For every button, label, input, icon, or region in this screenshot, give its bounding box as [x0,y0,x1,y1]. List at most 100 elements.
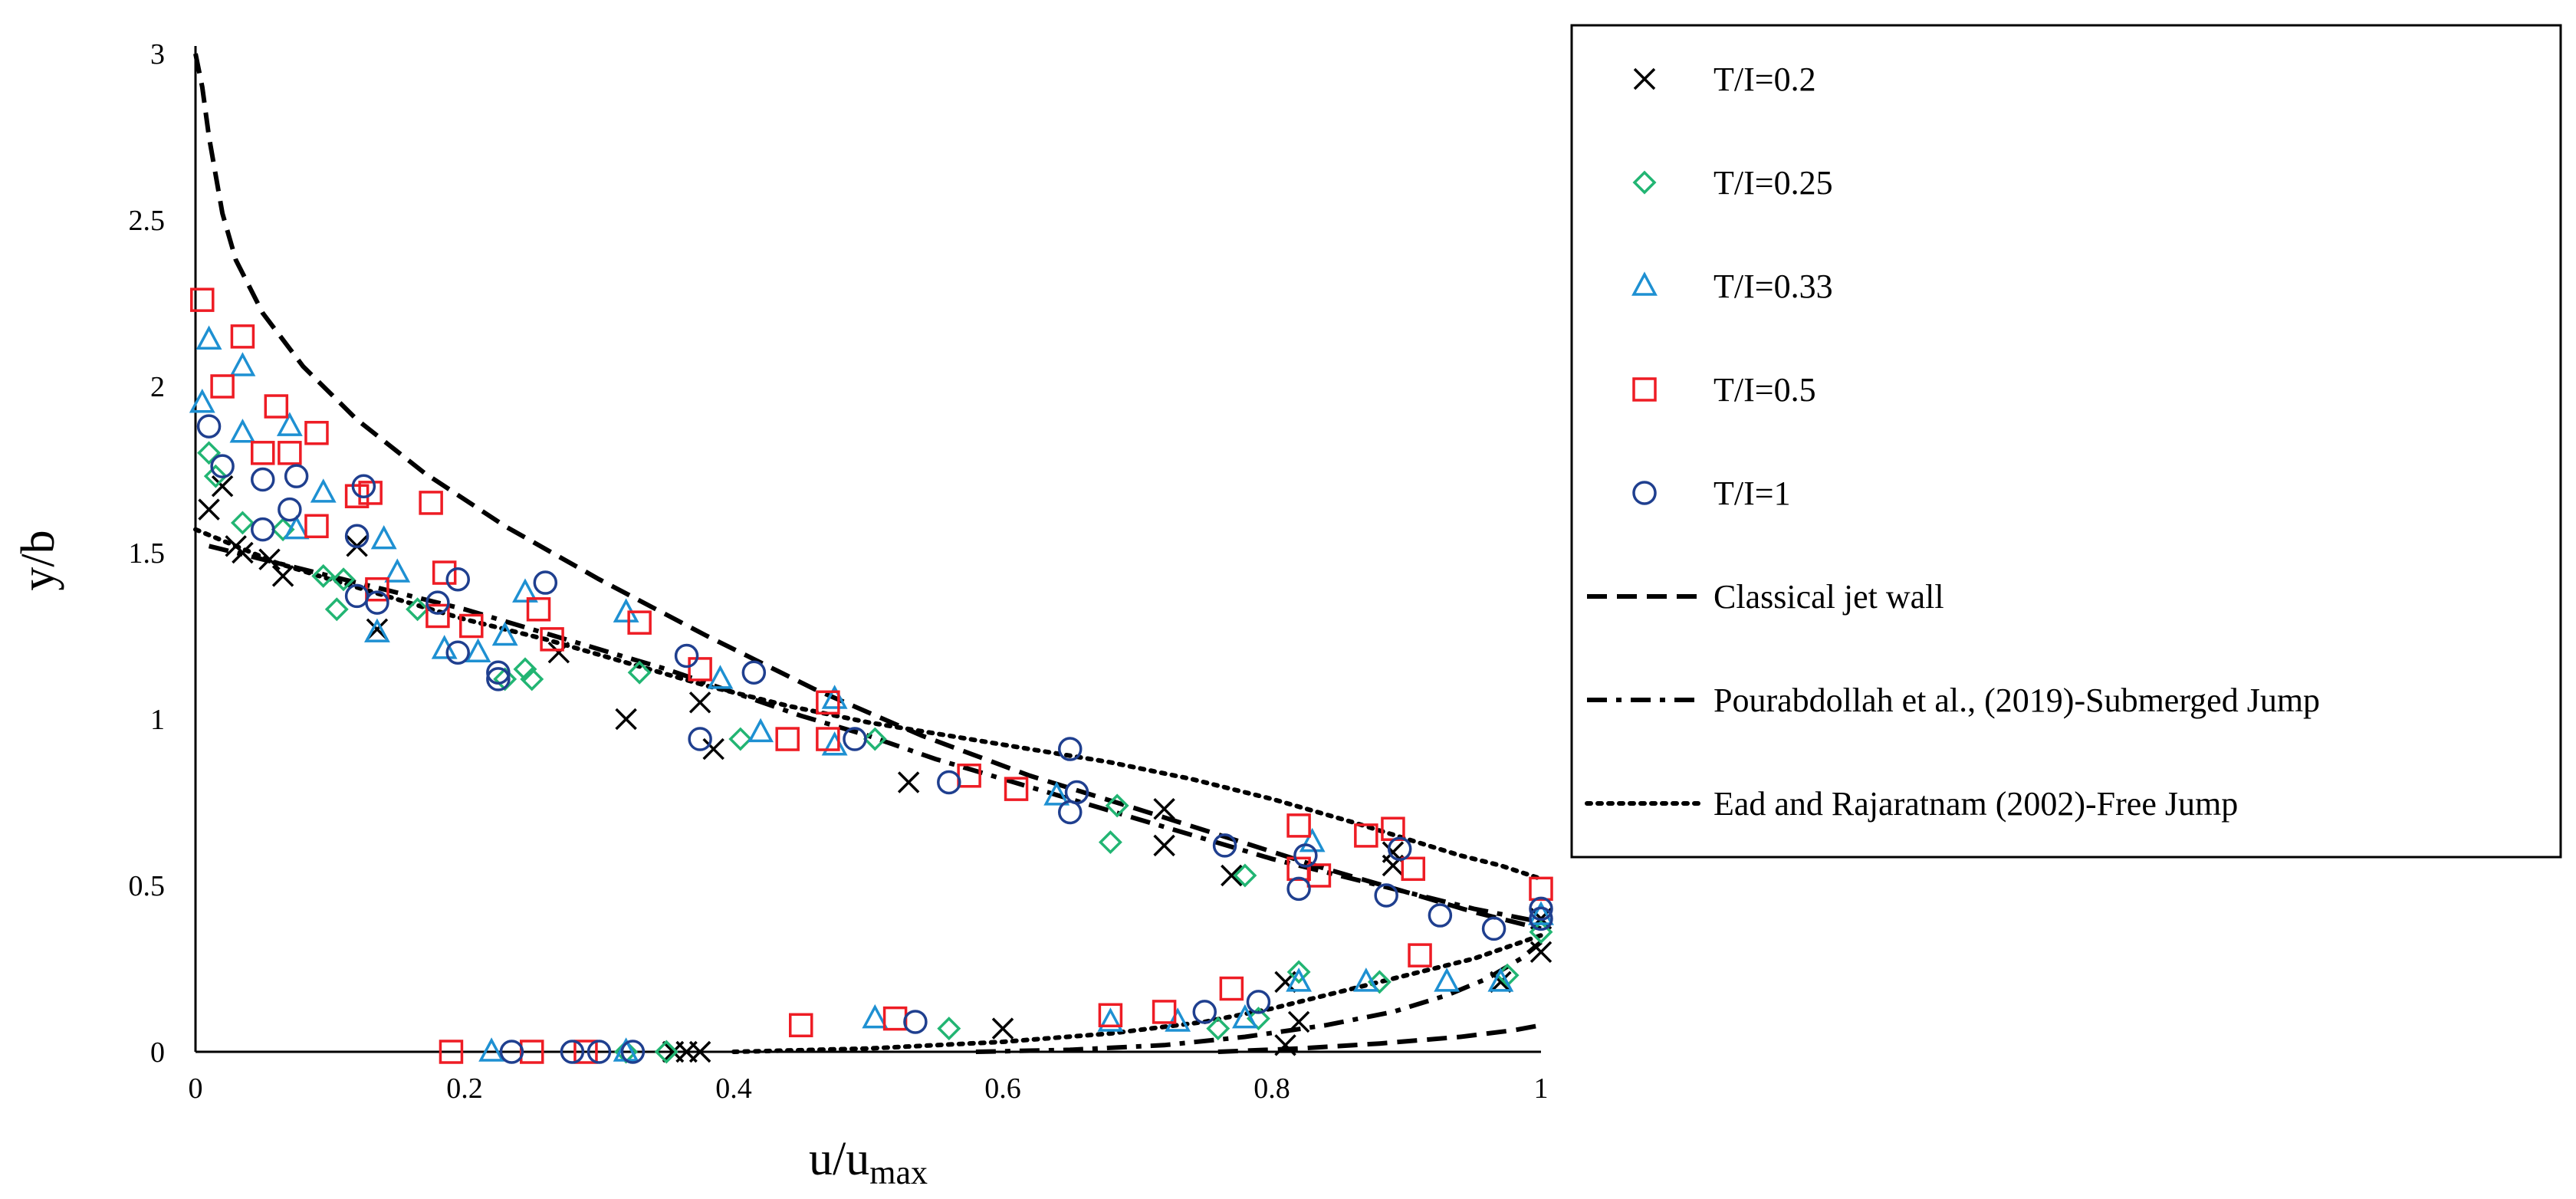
data-point-diamond [324,597,349,622]
data-point-x [1153,834,1175,857]
data-point-x [1274,1034,1296,1056]
data-point-diamond [1206,1017,1230,1041]
y-tick-label: 0 [150,1036,165,1069]
data-point-square [627,610,652,635]
data-point-square [264,394,289,419]
legend-item: T/I=0.2 [1633,61,1816,98]
data-point-circle [1058,737,1083,761]
legend-label: Pourabdollah et al., (2019)-Submerged Ju… [1714,682,2320,719]
data-point-circle [1286,876,1311,902]
data-point-square [540,627,564,652]
data-point-triangle [465,638,491,662]
data-point-circle [586,1040,612,1064]
data-point-square [210,374,235,399]
data-point-circle [1192,1000,1217,1024]
data-point-x [198,498,220,521]
data-point-diamond [654,1040,678,1064]
x-axis-title: u/umax [809,1133,928,1191]
curves-layer [193,53,1543,1054]
data-point-circle [365,590,389,615]
data-point-triangle [1299,827,1326,852]
data-point-x [232,541,254,564]
legend-symbol-triangle [1631,271,1658,296]
data-point-circle [560,1040,585,1064]
data-point-triangle [512,578,538,603]
legend-label: T/I=0.5 [1714,371,1816,409]
data-point-square [816,690,840,715]
data-point-triangle [821,731,848,756]
data-point-circle [843,727,867,751]
data-point-square [432,560,457,585]
data-point-square [1098,1003,1123,1028]
data-point-circle [486,667,511,691]
data-point-square [439,1040,464,1064]
data-point-square [789,1013,813,1038]
data-point-triangle [1165,1007,1191,1032]
x-axis-title-sub: max [869,1154,928,1191]
data-point-triangle [1487,967,1514,992]
series-circle [196,414,1553,1064]
legend-label: Ead and Rajaratnam (2002)-Free Jump [1714,785,2238,823]
data-point-triangle [491,621,518,646]
curve-dashed-upper [193,53,1542,931]
data-point-circle [533,570,558,595]
data-point-circle [445,640,470,665]
data-point-circle [284,464,309,488]
curve-dashdot-lower [975,940,1543,1054]
data-point-circle [251,467,275,492]
data-point-triangle [1352,967,1379,992]
data-point-diamond [1246,1007,1270,1031]
data-point-circle [351,474,376,498]
data-point-square [1004,777,1029,801]
data-point-circle [1481,916,1506,941]
data-point-diamond [1098,830,1122,855]
data-point-x [1153,797,1175,820]
data-point-x [1490,971,1512,994]
data-point-circle [1529,906,1553,931]
data-point-triangle [1528,901,1554,925]
data-point-diamond [1286,960,1311,984]
data-point-triangle [310,478,337,503]
legend-item: T/I=0.5 [1632,371,1816,409]
data-point-circle [674,643,699,668]
data-point-circle [1212,833,1237,858]
legend-item: T/I=0.33 [1631,268,1833,305]
data-point-diamond [271,517,295,542]
data-point-x [897,771,920,793]
data-point-x [688,691,711,714]
data-point-triangle [283,514,310,540]
data-point-diamond [513,657,537,682]
data-point-square [278,441,302,465]
data-point-x [1287,1010,1310,1033]
data-point-circle [1246,990,1271,1014]
y-tick-label: 2.5 [129,205,166,237]
data-point-triangle [821,685,848,709]
legend-symbol-square [1632,377,1657,402]
legend-items: T/I=0.2 T/I=0.25 T/I=0.33 T/I=0.5 T/I=1 Class… [1585,61,2320,823]
data-point-circle [278,497,302,522]
legend-label: T/I=0.25 [1714,164,1833,202]
data-point-diamond [331,567,356,592]
data-point-triangle [748,718,774,743]
data-point-square [688,657,712,682]
data-point-triangle [363,618,390,642]
data-point-circle [1064,780,1089,805]
y-tick-label: 2 [150,371,165,403]
data-point-diamond [230,511,255,535]
data-point-square [816,727,840,751]
data-point-square [251,441,275,465]
data-point-triangle [707,665,734,689]
series-triangle [189,325,1554,1062]
data-point-circle [620,1040,646,1064]
data-point-diamond [1233,863,1257,888]
data-point-square [358,481,383,505]
data-point-triangle [1231,1004,1258,1029]
data-point-circle [1374,883,1398,908]
data-point-x [211,475,234,498]
plot-area: 0 0.2 0.4 0.6 0.8 1 0 0.5 1 1.5 2 2.5 3 [129,38,1554,1105]
data-point-square [1219,976,1244,1001]
x-tick-label: 0.2 [446,1073,483,1105]
data-point-diamond [863,727,887,751]
data-point-diamond [197,441,222,465]
y-tick-labels: 0 0.5 1 1.5 2 2.5 3 [129,38,166,1069]
